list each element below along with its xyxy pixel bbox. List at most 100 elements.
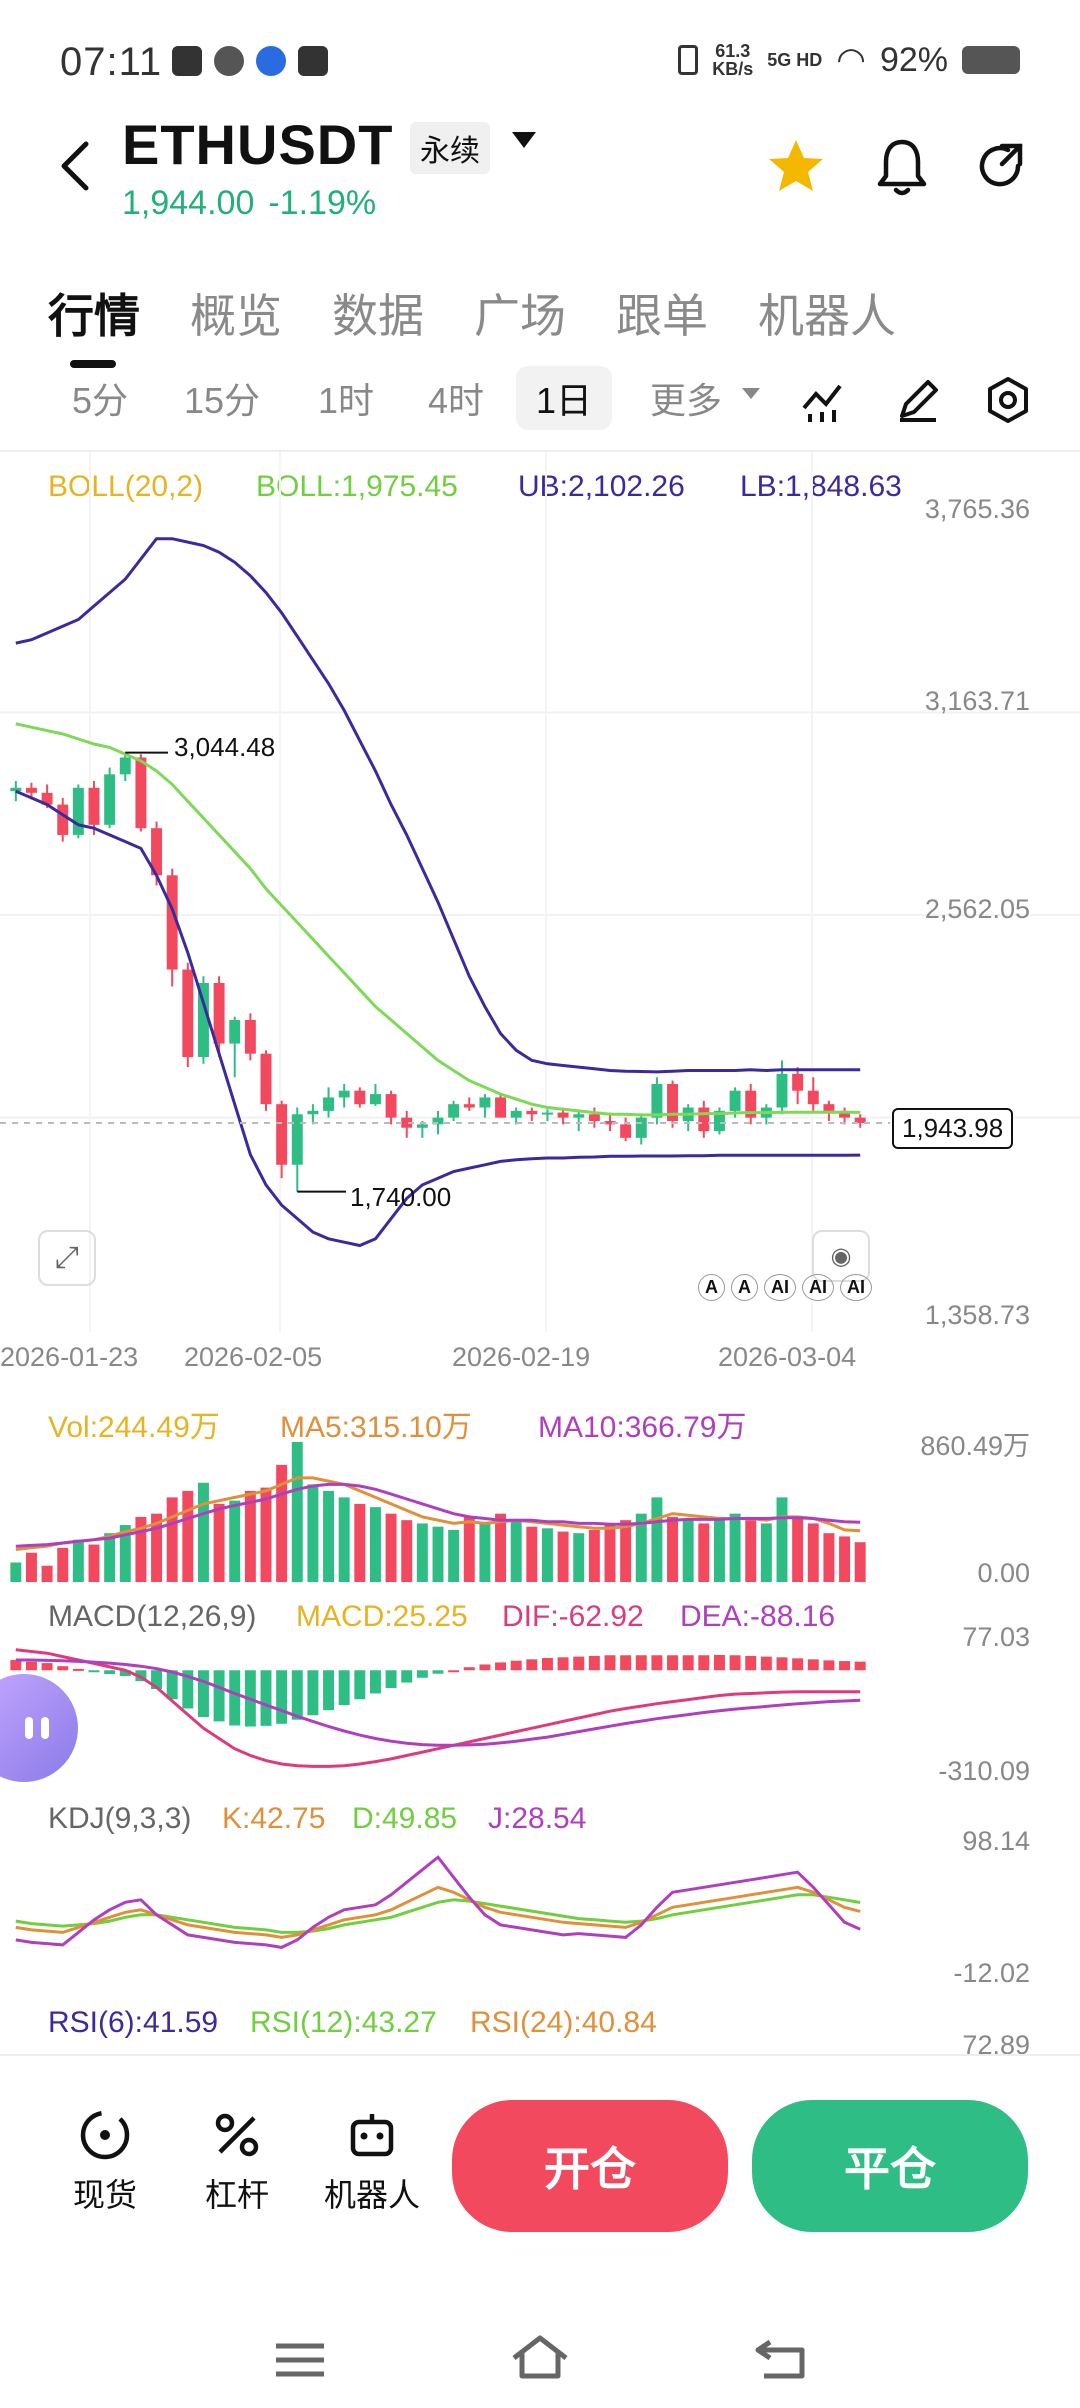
- volume-bar: [792, 1516, 804, 1582]
- boll-indicator-label: BOLL(20,2): [48, 470, 204, 503]
- period-more[interactable]: 更多: [650, 380, 723, 421]
- ai-marker[interactable]: A: [698, 1274, 725, 1301]
- volume-bar: [10, 1562, 22, 1582]
- candlestick-chart[interactable]: [0, 452, 1080, 1372]
- macd-name: MACD(12,26,9): [48, 1600, 257, 1633]
- period-1d[interactable]: 1日: [516, 366, 613, 430]
- status-time: 07:11: [60, 40, 163, 84]
- kdj-j: J:28.54: [488, 1802, 587, 1835]
- share-icon[interactable]: [972, 136, 1032, 196]
- candle-body: [119, 757, 131, 775]
- kdj-j-line: [15, 1855, 861, 1949]
- macd-dea-line: [15, 1658, 861, 1747]
- expand-chart-icon[interactable]: ⤢: [38, 1230, 96, 1286]
- y-tick: 3,163.71: [924, 686, 1030, 716]
- volume-bar: [635, 1513, 647, 1582]
- macd-bar: [792, 1658, 804, 1671]
- high-price-label: 3,044.48: [174, 732, 276, 762]
- indicator-icon[interactable]: [800, 376, 848, 424]
- x-tick: 2026-03-04: [718, 1342, 857, 1372]
- macd-bar: [745, 1655, 757, 1671]
- macd-bar: [839, 1661, 851, 1671]
- contract-type-badge[interactable]: 永续: [410, 122, 490, 174]
- volume-bar: [682, 1520, 694, 1582]
- spot-button[interactable]: 现货: [60, 2108, 150, 2216]
- settings-icon[interactable]: [984, 376, 1032, 424]
- back-nav-icon[interactable]: [754, 2336, 810, 2380]
- ai-marker[interactable]: A: [731, 1274, 758, 1301]
- macd-bar: [620, 1655, 632, 1671]
- signal-icon: 5G HD: [767, 49, 823, 70]
- ai-marker[interactable]: AI: [764, 1274, 796, 1301]
- leverage-button[interactable]: 杠杆: [192, 2108, 282, 2216]
- net-speed: 61.3 KB/s: [712, 42, 753, 78]
- candle-body: [72, 787, 84, 835]
- volume-bar: [776, 1497, 788, 1582]
- period-15m[interactable]: 15分: [184, 380, 261, 421]
- candle-body: [792, 1073, 804, 1091]
- bell-icon[interactable]: [872, 136, 932, 198]
- ai-marker[interactable]: AI: [840, 1274, 872, 1301]
- macd-y-min: -310.09: [938, 1756, 1030, 1786]
- volume-bar: [72, 1539, 84, 1582]
- macd-bar: [776, 1657, 788, 1671]
- volume-ma5: MA5:315.10万: [280, 1411, 472, 1444]
- leverage-label: 杠杆: [204, 2177, 269, 2213]
- tab-data[interactable]: 数据: [332, 290, 424, 342]
- ai-marker-row: A A AI AI AI: [698, 1274, 872, 1301]
- period-5m[interactable]: 5分: [72, 380, 129, 421]
- rsi24-value: RSI(24):40.84: [470, 2006, 657, 2039]
- macd-bar: [604, 1655, 616, 1671]
- tab-copy-trade[interactable]: 跟单: [616, 290, 708, 342]
- period-1h[interactable]: 1时: [318, 380, 375, 421]
- volume-bar: [229, 1500, 241, 1582]
- macd-bar: [57, 1666, 69, 1671]
- macd-bar: [479, 1664, 491, 1671]
- macd-bar: [416, 1670, 428, 1678]
- bot-button[interactable]: 机器人: [316, 2108, 428, 2216]
- favorite-star-icon[interactable]: [765, 136, 827, 198]
- macd-bar: [588, 1655, 600, 1671]
- volume-bar: [338, 1497, 350, 1582]
- candle-body: [229, 1020, 241, 1044]
- more-dropdown-icon[interactable]: [742, 388, 760, 399]
- macd-bar: [541, 1657, 553, 1671]
- macd-bar: [510, 1660, 522, 1671]
- symbol-title[interactable]: ETHUSDT: [122, 113, 394, 176]
- spot-label: 现货: [72, 2177, 137, 2213]
- tab-market[interactable]: 行情: [48, 290, 140, 342]
- tab-bots[interactable]: 机器人: [758, 290, 896, 342]
- volume-bar: [135, 1516, 147, 1582]
- rsi12-value: RSI(12):43.27: [250, 2006, 437, 2039]
- macd-bar: [197, 1670, 209, 1717]
- macd-dif-line: [15, 1648, 861, 1768]
- volume-bar: [276, 1464, 288, 1582]
- macd-bar: [667, 1655, 679, 1671]
- open-position-button[interactable]: 开仓: [452, 2100, 728, 2232]
- tab-overview[interactable]: 概览: [190, 290, 282, 342]
- back-arrow-icon[interactable]: [48, 136, 108, 196]
- candle-body: [651, 1083, 663, 1118]
- symbol-dropdown-icon[interactable]: [512, 132, 536, 148]
- ai-marker[interactable]: AI: [802, 1274, 834, 1301]
- candle-body: [213, 983, 225, 1044]
- draw-pen-icon[interactable]: [894, 376, 942, 424]
- macd-bar: [213, 1670, 225, 1722]
- candle-body: [463, 1104, 475, 1108]
- macd-value: MACD:25.25: [296, 1600, 468, 1633]
- volume-value: Vol:244.49万: [48, 1411, 220, 1444]
- macd-bar: [448, 1670, 460, 1673]
- home-icon[interactable]: [508, 2332, 572, 2382]
- menu-icon[interactable]: [272, 2340, 328, 2380]
- active-tab-indicator: [70, 360, 116, 368]
- close-position-button[interactable]: 平仓: [752, 2100, 1028, 2232]
- macd-y-max: 77.03: [962, 1622, 1030, 1652]
- rsi-y-max: 72.89: [962, 2030, 1030, 2060]
- macd-bar: [323, 1670, 335, 1711]
- tab-square[interactable]: 广场: [474, 290, 566, 342]
- macd-bar: [182, 1670, 194, 1709]
- candle-body: [104, 774, 116, 825]
- bottom-divider: [0, 2054, 1080, 2056]
- period-4h[interactable]: 4时: [428, 380, 485, 421]
- x-tick: 2026-02-19: [452, 1342, 591, 1372]
